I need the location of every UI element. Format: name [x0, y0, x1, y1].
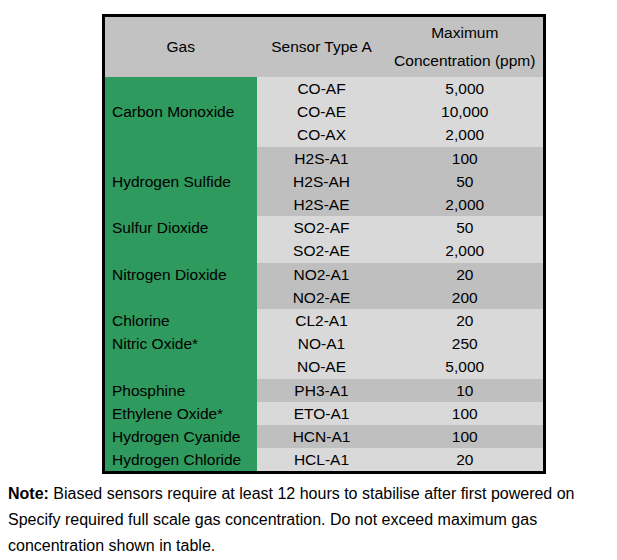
header-max-line2: Concentration (ppm) [387, 47, 544, 75]
sensor-type-cell: NO2-AE [257, 286, 387, 309]
note-label: Note: [8, 485, 49, 502]
sensor-type-cell: CL2-A1 [257, 309, 387, 332]
table-row: Nitric Oxide*NO-A1250 [104, 332, 545, 355]
sensor-type-cell: CO-AX [257, 123, 387, 146]
gas-name-cell: Chlorine [104, 309, 257, 332]
table-row: ChlorineCL2-A120 [104, 309, 545, 332]
sensor-type-cell: ETO-A1 [257, 402, 387, 425]
table-row: Ethylene Oxide*ETO-A1100 [104, 402, 545, 425]
max-concentration-cell: 20 [387, 309, 545, 332]
note-text: Biased sensors require at least 12 hours… [53, 485, 574, 502]
gas-name-cell: Hydrogen Cyanide [104, 425, 257, 448]
sensor-type-cell: H2S-AH [257, 170, 387, 193]
gas-name-cell: Ethylene Oxide* [104, 402, 257, 425]
max-concentration-cell: 2,000 [387, 123, 545, 146]
gas-name-cell: Hydrogen Sulfide [104, 147, 257, 217]
sensor-type-cell: CO-AE [257, 100, 387, 123]
gas-name-cell: Hydrogen Chloride [104, 448, 257, 473]
table-row: PhosphinePH3-A110 [104, 379, 545, 402]
sensor-type-cell: NO-A1 [257, 332, 387, 355]
gas-name-cell: Sulfur Dioxide [104, 216, 257, 262]
header-max-concentration: Maximum Concentration (ppm) [387, 16, 545, 78]
note-line: concentration shown in table. [8, 533, 612, 559]
header-gas: Gas [104, 16, 257, 78]
max-concentration-cell: 100 [387, 425, 545, 448]
max-concentration-cell: 50 [387, 170, 545, 193]
table-row: Hydrogen SulfideH2S-A1100 [104, 147, 545, 170]
max-concentration-cell: 250 [387, 332, 545, 355]
sensor-type-cell: PH3-A1 [257, 379, 387, 402]
table-row: Hydrogen ChlorideHCL-A120 [104, 448, 545, 473]
note-line: Specify required full scale gas concentr… [8, 507, 612, 533]
gas-sensor-table: Gas Sensor Type A Maximum Concentration … [102, 14, 546, 474]
max-concentration-cell: 5,000 [387, 77, 545, 100]
sensor-type-cell: SO2-AF [257, 216, 387, 239]
table-header: Gas Sensor Type A Maximum Concentration … [104, 16, 545, 78]
table-row: Carbon MonoxideCO-AF5,000 [104, 77, 545, 100]
gas-name-cell: Nitric Oxide* [104, 332, 257, 378]
max-concentration-cell: 200 [387, 286, 545, 309]
max-concentration-cell: 10 [387, 379, 545, 402]
sensor-type-cell: NO-AE [257, 355, 387, 378]
header-max-line1: Maximum [387, 19, 544, 47]
sensor-type-cell: HCL-A1 [257, 448, 387, 473]
gas-name-cell: Nitrogen Dioxide [104, 263, 257, 309]
max-concentration-cell: 5,000 [387, 355, 545, 378]
gas-table-body: Carbon MonoxideCO-AF5,000CO-AE10,000CO-A… [104, 77, 545, 473]
sensor-type-cell: H2S-AE [257, 193, 387, 216]
note: Note: Biased sensors require at least 12… [8, 481, 612, 559]
sensor-type-cell: H2S-A1 [257, 147, 387, 170]
gas-name-cell: Phosphine [104, 379, 257, 402]
max-concentration-cell: 20 [387, 263, 545, 286]
max-concentration-cell: 100 [387, 402, 545, 425]
max-concentration-cell: 10,000 [387, 100, 545, 123]
max-concentration-cell: 2,000 [387, 193, 545, 216]
sensor-type-cell: HCN-A1 [257, 425, 387, 448]
max-concentration-cell: 2,000 [387, 239, 545, 262]
header-sensor-type: Sensor Type A [257, 16, 387, 78]
table-row: Hydrogen CyanideHCN-A1100 [104, 425, 545, 448]
sensor-type-cell: CO-AF [257, 77, 387, 100]
max-concentration-cell: 20 [387, 448, 545, 473]
table-row: Nitrogen DioxideNO2-A120 [104, 263, 545, 286]
sensor-type-cell: NO2-A1 [257, 263, 387, 286]
table-row: Sulfur DioxideSO2-AF50 [104, 216, 545, 239]
max-concentration-cell: 100 [387, 147, 545, 170]
sensor-type-cell: SO2-AE [257, 239, 387, 262]
note-line: Note: Biased sensors require at least 12… [8, 481, 612, 507]
gas-name-cell: Carbon Monoxide [104, 77, 257, 147]
max-concentration-cell: 50 [387, 216, 545, 239]
